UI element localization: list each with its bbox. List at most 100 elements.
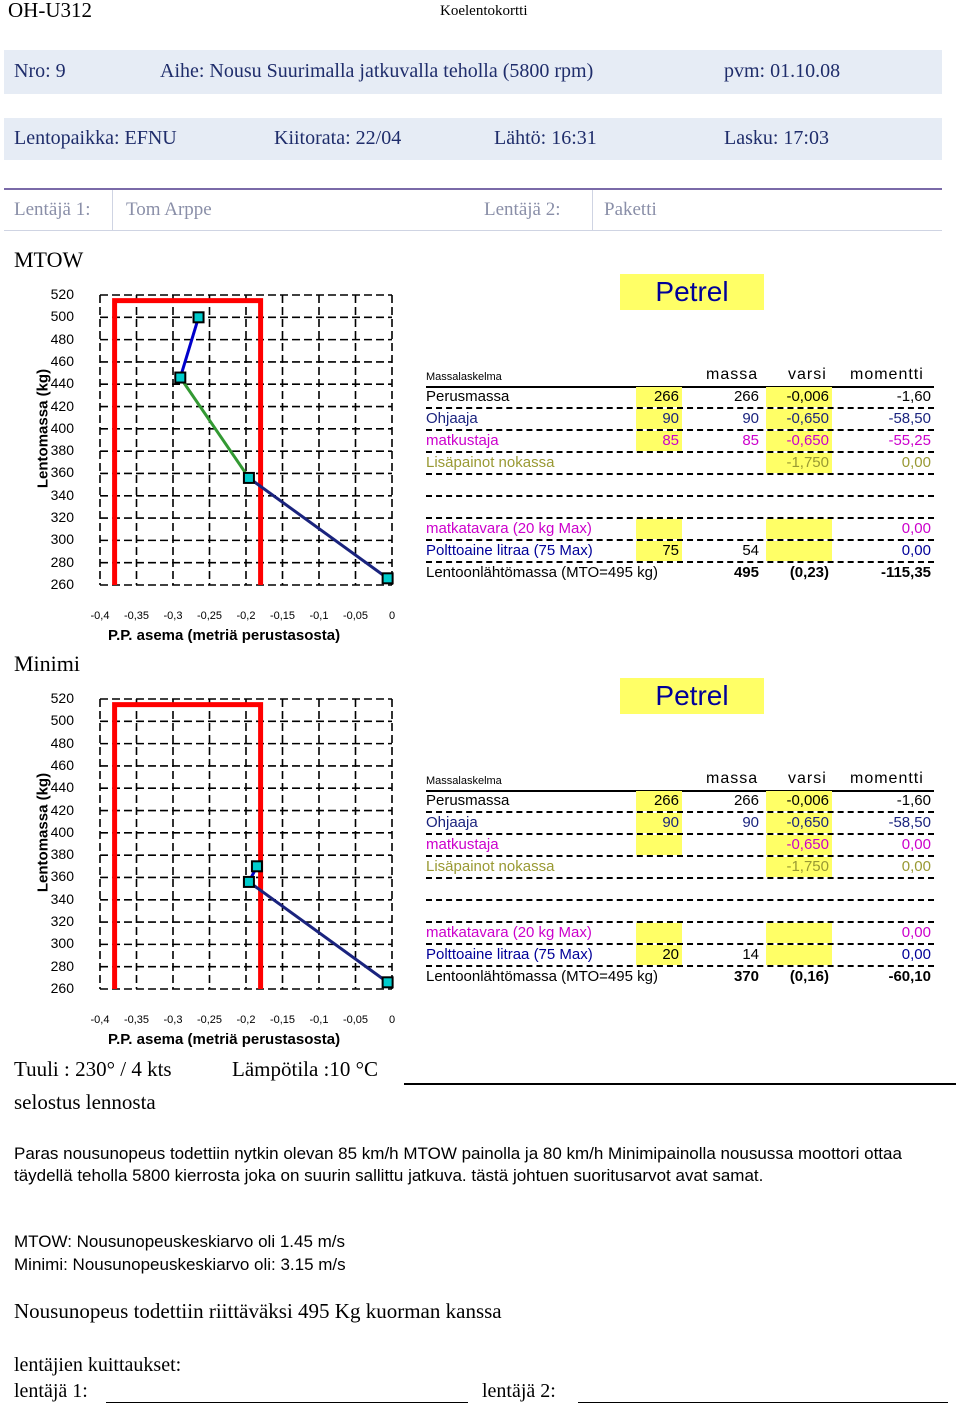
mass-row-empty (426, 879, 934, 901)
row-rule (426, 407, 934, 409)
minimi-mass-table: Petrel Massalaskelma massa varsi momentti Per… (0, 676, 960, 996)
x-tick-label: -0,1 (309, 610, 329, 622)
col-header-massa: massa (706, 770, 759, 787)
moment-value: -55,25 (888, 432, 931, 449)
x-tick-label: -0,3 (163, 610, 183, 622)
y-tick-label: 480 (50, 734, 74, 751)
aircraft-reg: OH-U312 (8, 0, 92, 22)
fuel-arm (766, 945, 832, 965)
chart-title-petrel: Petrel (620, 678, 764, 714)
fuel-row-label: matkatavara (20 kg Max) (426, 924, 592, 941)
chart-title-petrel: Petrel (620, 274, 764, 310)
mass-input[interactable]: 266 (636, 387, 682, 407)
y-tick-label: 500 (50, 712, 74, 729)
moment-value: -1,60 (896, 388, 931, 405)
fuel-input[interactable]: 75 (636, 541, 682, 561)
x-tick-label: -0,35 (123, 1014, 150, 1026)
x-tick-label: -0,15 (269, 1014, 296, 1026)
fuel-moment: 0,00 (901, 946, 931, 963)
fuel-input[interactable]: 20 (636, 945, 682, 965)
mass-input[interactable] (636, 857, 682, 877)
pilot-divider (112, 190, 113, 230)
mass-input[interactable]: 266 (636, 791, 682, 811)
x-tick-label: -0,05 (342, 610, 369, 622)
arm-value: -0,650 (766, 431, 832, 451)
y-tick-label: 280 (50, 957, 74, 974)
minimi-cg-chart: 520 500 480 460 440 420 400 380 360 340 320 300 280 2… (0, 689, 410, 1049)
temperature: Lämpötila :10 °C (232, 1057, 379, 1081)
chart-plot-area (99, 294, 394, 586)
row-rule (426, 451, 934, 453)
mass-value: 266 (733, 388, 759, 405)
chart-plot-area (99, 698, 394, 990)
y-tick-label: 520 (50, 690, 74, 706)
mass-input[interactable]: 90 (636, 409, 682, 429)
total-row: Lentoonlähtömassa (MTO=495 kg) 495 (0,23) -… (426, 563, 934, 585)
section-title-minimi: Minimi (14, 651, 81, 676)
y-tick-label: 500 (50, 308, 74, 325)
y-tick-label: 480 (50, 330, 74, 347)
x-tick-label: -0,4 (90, 610, 110, 622)
y-tick-label: 440 (50, 375, 74, 392)
mass-value: 90 (742, 410, 759, 427)
y-tick-label: 360 (50, 464, 74, 481)
mass-row-label: matkustaja (426, 836, 499, 853)
section-title-mtow: MTOW (14, 247, 84, 272)
mtow-cg-chart: 520 500 480 460 440 420 400 380 360 340 320 300 280 2… (0, 285, 410, 645)
mass-row: Perusmassa 266 266 -0,006 -1,60 (426, 791, 934, 813)
y-tick-label: 520 (50, 286, 74, 302)
fuel-mass: 14 (742, 946, 759, 963)
col-header-varsi: varsi (788, 366, 827, 383)
sign-heading: lentäjien kuittaukset: (14, 1354, 182, 1376)
row-rule (426, 833, 934, 835)
x-tick-label: -0,25 (196, 1014, 223, 1026)
cg-envelope (112, 702, 264, 989)
cg-point (381, 976, 394, 989)
fuel-row: matkatavara (20 kg Max) 0,00 (426, 923, 934, 945)
fuel-mass: 54 (742, 542, 759, 559)
fuel-arm (766, 519, 832, 539)
fuel-input[interactable] (636, 923, 682, 943)
landing-time: Lasku: 17:03 (724, 127, 829, 149)
y-tick-label: 300 (50, 935, 74, 952)
fuel-row-label: Polttoaine litraa (75 Max) (426, 946, 593, 963)
arm-value: -0,006 (766, 791, 832, 811)
mass-input[interactable]: 90 (636, 813, 682, 833)
row-rule (426, 495, 934, 497)
sign-pilot2-label: lentäjä 2: (482, 1380, 556, 1402)
cg-series-line (178, 316, 200, 378)
fuel-moment: 0,00 (901, 520, 931, 537)
y-tick-label: 420 (50, 801, 74, 818)
mass-input[interactable]: 85 (636, 431, 682, 451)
mass-row-empty (426, 901, 934, 923)
arm-value: -1,750 (766, 857, 832, 877)
mass-input[interactable] (636, 453, 682, 473)
fuel-mass (686, 519, 762, 539)
y-tick-label: 340 (50, 486, 74, 503)
y-tick-label: 360 (50, 868, 74, 885)
row-rule (426, 899, 934, 901)
y-tick-label: 280 (50, 553, 74, 570)
mass-row-empty (426, 497, 934, 519)
row-rule (426, 943, 934, 945)
arm-value: -1,750 (766, 453, 832, 473)
card-title: Koelentokortti (440, 3, 528, 19)
y-tick-label: 460 (50, 756, 74, 773)
y-tick-label: 260 (50, 576, 74, 592)
sign-pilot2-line[interactable] (578, 1402, 948, 1403)
y-tick-label: 380 (50, 846, 74, 863)
fuel-row: Polttoaine litraa (75 Max) 75 54 0,00 (426, 541, 934, 563)
report-heading: selostus lennosta (14, 1090, 156, 1114)
cg-point (192, 311, 205, 324)
total-label: Lentoonlähtömassa (MTO=495 kg) (426, 564, 658, 581)
total-moment: -60,10 (888, 968, 931, 985)
mass-input[interactable] (636, 835, 682, 855)
pilot1-name: Tom Arppe (126, 199, 212, 220)
moment-value: 0,00 (901, 858, 931, 875)
total-mass: 495 (733, 564, 759, 581)
y-tick-label: 420 (50, 397, 74, 414)
fuel-input[interactable] (636, 519, 682, 539)
cg-point (381, 572, 394, 585)
sign-pilot1-line[interactable] (106, 1402, 468, 1403)
flight-number: Nro: 9 (14, 60, 66, 82)
